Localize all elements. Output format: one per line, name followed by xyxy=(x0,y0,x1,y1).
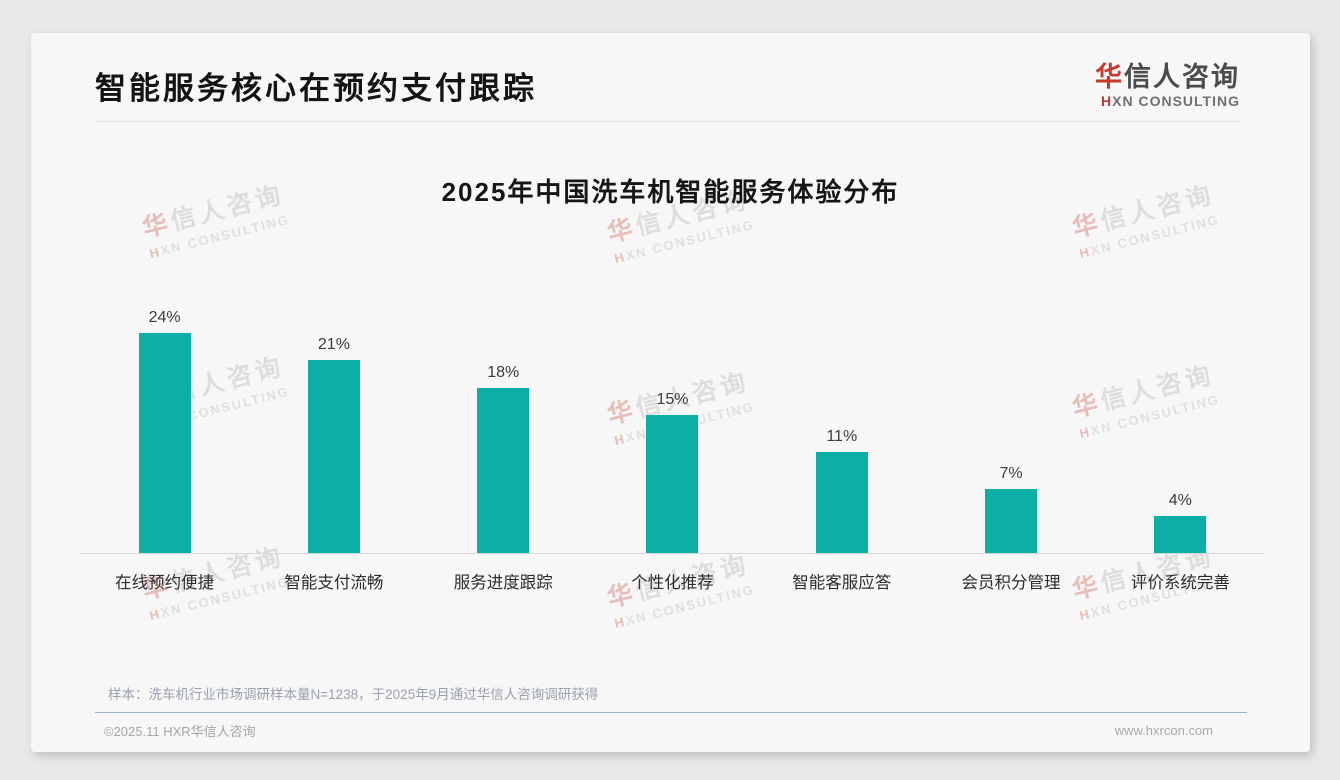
logo-name-rest: 信人咨询 xyxy=(1124,62,1240,92)
bar xyxy=(477,387,530,553)
logo-name: 华信人咨询 xyxy=(1095,63,1240,92)
bar-value-label: 18% xyxy=(487,363,520,381)
bar-value-label: 24% xyxy=(148,308,181,326)
logo-subtitle: HXN CONSULTING xyxy=(1095,93,1240,109)
category-label: 在线预约便捷 xyxy=(115,574,215,592)
bar-value-label: 7% xyxy=(999,464,1023,482)
chart-title: 2025年中国洗车机智能服务体验分布 xyxy=(441,177,900,207)
bar xyxy=(307,360,360,553)
website-text: www.hxrcon.com xyxy=(1114,723,1213,738)
bar-value-label: 21% xyxy=(317,336,350,354)
category-label: 服务进度跟踪 xyxy=(453,574,553,592)
bar xyxy=(646,415,699,553)
footer-divider xyxy=(95,712,1247,713)
bar-group: 7% xyxy=(926,465,1095,553)
bar-group: 4% xyxy=(1096,492,1265,553)
page-title: 智能服务核心在预约支付跟踪 xyxy=(95,71,537,106)
category-label: 个性化推荐 xyxy=(631,574,714,592)
copyright-text: ©2025.11 HXR华信人咨询 xyxy=(104,724,256,739)
bar xyxy=(138,332,191,553)
company-logo: 华信人咨询 HXN CONSULTING xyxy=(1095,63,1240,110)
bar xyxy=(1154,516,1207,553)
logo-subtitle-rest: XN CONSULTING xyxy=(1112,93,1240,109)
category-label: 会员积分管理 xyxy=(961,574,1061,592)
bar-value-label: 4% xyxy=(1168,492,1192,510)
category-label: 智能支付流畅 xyxy=(284,574,384,592)
bar-chart-plot: 24% 21% 18% 15% 11% 7% 4% xyxy=(80,283,1265,553)
bar xyxy=(815,452,868,553)
bar-group: 18% xyxy=(419,364,588,553)
category-label: 智能客服应答 xyxy=(792,574,892,592)
logo-subtitle-accent: H xyxy=(1101,93,1113,109)
x-axis-line xyxy=(80,553,1265,554)
bar-group: 11% xyxy=(757,428,926,553)
logo-name-accent: 华 xyxy=(1095,62,1124,92)
header-divider xyxy=(95,121,1240,122)
bar-value-label: 11% xyxy=(826,428,858,446)
report-slide-card: 华信人咨询 HXN CONSULTING 华信人咨询 HXN CONSULTING 华信… xyxy=(31,33,1310,752)
bar-value-label: 15% xyxy=(656,391,689,409)
sample-note: 样本：洗车机行业市场调研样本量N=1238，于2025年9月通过华信人咨询调研获… xyxy=(108,687,599,702)
bar-group: 21% xyxy=(249,336,418,553)
x-axis-labels: 在线预约便捷 智能支付流畅 服务进度跟踪 个性化推荐 智能客服应答 会员积分管理 评价系统完… xyxy=(80,569,1265,593)
bar-group: 24% xyxy=(80,309,249,553)
category-label: 评价系统完善 xyxy=(1130,574,1230,592)
bar xyxy=(985,488,1038,553)
bar-group: 15% xyxy=(588,391,757,553)
